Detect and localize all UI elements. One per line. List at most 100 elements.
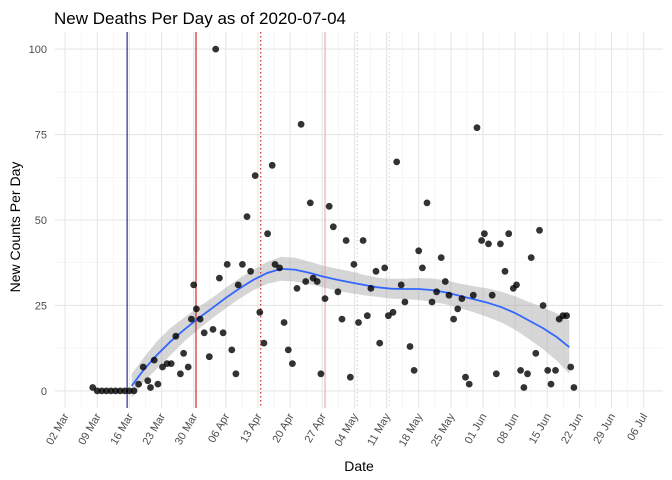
data-point	[325, 202, 333, 210]
y-tick-label: 75	[35, 130, 47, 142]
data-point	[271, 261, 279, 268]
data-point	[293, 285, 301, 292]
data-point	[139, 363, 147, 371]
data-point	[251, 172, 259, 180]
data-point	[389, 308, 397, 316]
data-point	[372, 267, 380, 275]
data-point	[228, 346, 236, 354]
data-point	[393, 158, 401, 166]
x-tick-label: 06 Jul	[625, 412, 650, 443]
x-tick-label: 01 Jun	[463, 412, 490, 447]
x-tick-label: 09 Mar	[76, 411, 104, 447]
grid-major	[55, 32, 663, 408]
data-point	[501, 267, 509, 275]
data-point	[317, 370, 325, 378]
data-point	[410, 367, 418, 374]
data-point	[200, 329, 208, 337]
data-point	[193, 305, 200, 313]
data-point	[239, 261, 246, 268]
data-point	[437, 254, 445, 261]
data-point	[517, 367, 524, 374]
x-tick-label: 13 Apr	[238, 411, 264, 445]
data-point	[363, 312, 371, 320]
data-point	[284, 346, 292, 354]
data-point	[441, 278, 449, 285]
data-point	[520, 384, 528, 391]
data-point	[188, 315, 195, 323]
data-point	[367, 285, 375, 292]
data-point	[190, 281, 198, 289]
x-tick-label: 06 Apr	[206, 411, 232, 445]
y-axis-label: New Counts Per Day	[7, 162, 23, 293]
data-point	[180, 349, 188, 357]
x-tick-label: 18 May	[397, 411, 426, 449]
data-point	[167, 360, 175, 367]
data-point	[144, 377, 152, 385]
data-point	[406, 343, 414, 350]
x-tick-label: 25 May	[429, 411, 458, 449]
data-point	[232, 370, 240, 378]
data-point	[212, 45, 220, 53]
y-tick-label: 50	[35, 215, 47, 227]
confidence-band	[131, 256, 570, 398]
data-point	[469, 291, 477, 299]
data-point	[313, 278, 321, 285]
data-point	[243, 213, 251, 221]
data-point	[280, 319, 288, 326]
data-point	[547, 380, 555, 388]
data-point	[306, 199, 314, 207]
data-point	[401, 298, 409, 306]
data-point	[321, 295, 329, 302]
data-point	[419, 264, 426, 272]
data-point	[260, 339, 268, 347]
data-point	[563, 312, 570, 320]
data-point	[381, 264, 389, 272]
data-point	[268, 161, 276, 169]
data-point	[216, 274, 223, 282]
data-point	[147, 384, 154, 391]
data-point	[359, 237, 367, 244]
data-point	[488, 291, 496, 299]
data-point	[544, 367, 552, 374]
data-point	[458, 295, 466, 302]
data-point	[150, 356, 158, 364]
x-tick-label: 20 Apr	[270, 411, 296, 445]
data-point	[552, 367, 559, 374]
data-point	[492, 370, 500, 378]
data-point	[130, 387, 138, 395]
x-tick-label: 23 Mar	[141, 411, 169, 447]
data-point	[536, 226, 543, 234]
data-point	[247, 267, 255, 275]
y-tick-label: 100	[29, 44, 47, 56]
y-tick-label: 25	[35, 300, 47, 312]
x-tick-label: 16 Mar	[108, 411, 136, 447]
x-tick-label: 27 Apr	[303, 411, 329, 445]
data-point	[532, 349, 540, 357]
data-point	[346, 373, 354, 381]
x-tick-label: 30 Mar	[173, 411, 201, 447]
x-axis-label: Date	[344, 458, 374, 474]
data-point	[524, 370, 531, 378]
data-point	[473, 124, 481, 132]
data-point	[478, 237, 485, 244]
data-point	[462, 373, 469, 381]
data-point	[297, 120, 305, 128]
data-point	[177, 370, 184, 378]
y-tick-labels: 0 25 50 75 100	[29, 44, 47, 398]
data-point	[485, 240, 492, 248]
confidence-band-layer	[131, 256, 570, 398]
x-tick-label: 02 Mar	[44, 411, 72, 447]
x-tick-label: 22 Jun	[559, 412, 586, 447]
y-tick-label: 0	[41, 386, 47, 398]
data-point	[513, 281, 520, 289]
data-point	[505, 230, 513, 238]
data-point	[423, 199, 431, 207]
data-point	[527, 254, 535, 261]
data-point	[234, 281, 242, 289]
smooth-trend-line	[130, 267, 570, 387]
data-point	[497, 240, 504, 248]
data-point	[334, 288, 342, 296]
data-point	[256, 308, 264, 316]
data-point	[205, 353, 213, 361]
